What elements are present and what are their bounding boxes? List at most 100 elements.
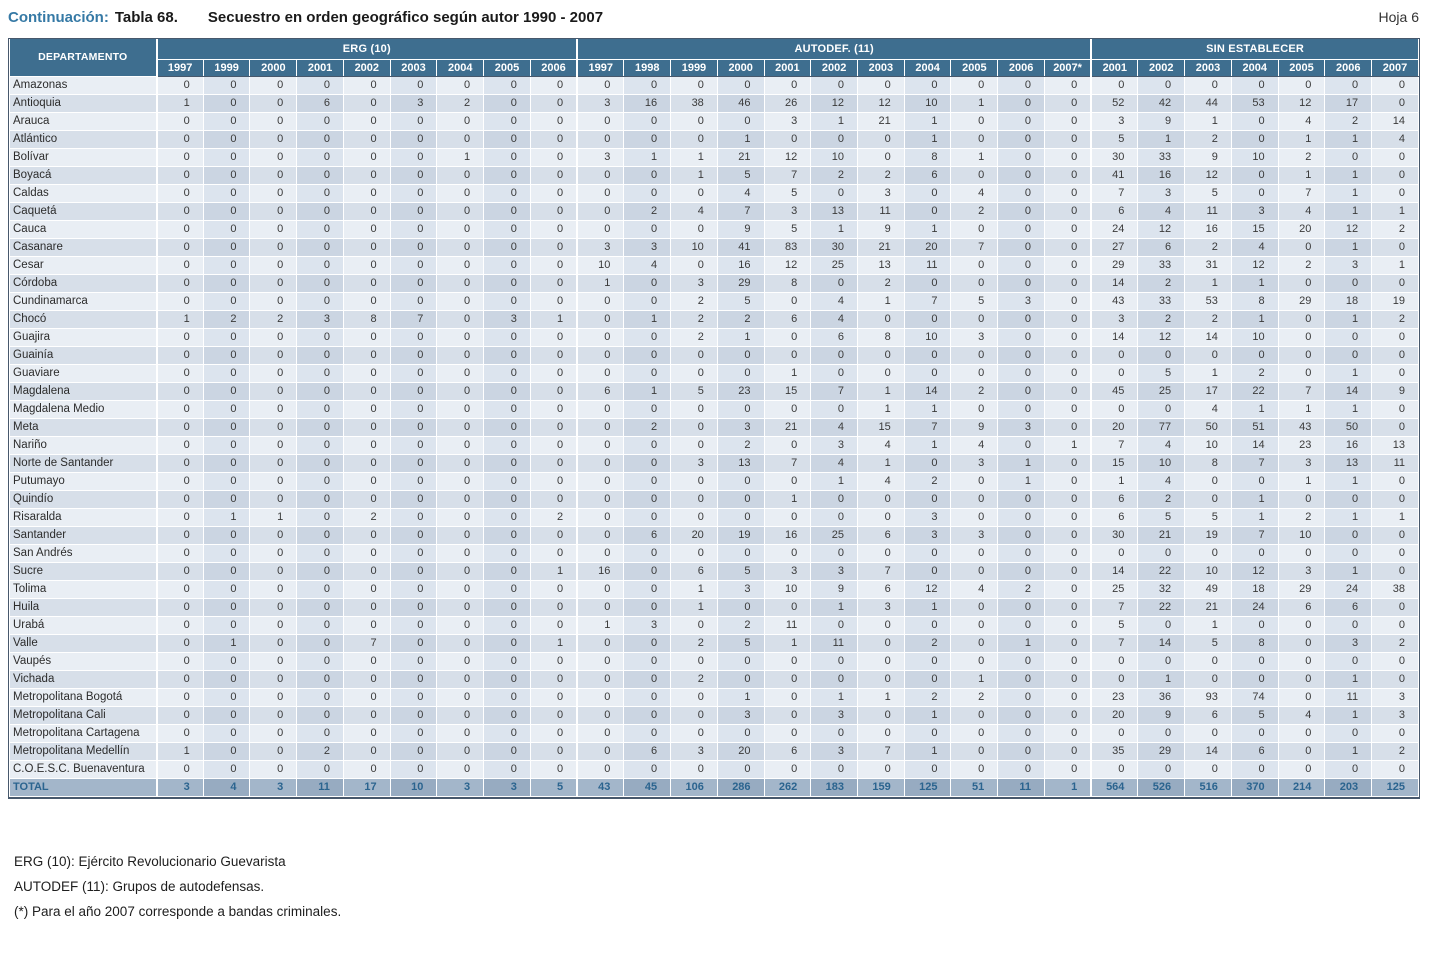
- data-cell: 3: [763, 201, 812, 221]
- data-cell: 0: [1371, 723, 1419, 743]
- data-cell: 1: [576, 273, 625, 293]
- data-cell: 0: [670, 363, 718, 383]
- dept-cell: Antioquia: [9, 93, 157, 113]
- data-cell: 0: [202, 399, 251, 419]
- data-cell: 0: [1090, 399, 1139, 419]
- data-cell: 0: [342, 687, 391, 707]
- year-header: 1999: [670, 59, 718, 77]
- data-cell: 50: [1324, 417, 1373, 437]
- data-cell: 0: [249, 669, 298, 689]
- data-cell: 1: [155, 741, 204, 761]
- data-cell: 0: [1043, 633, 1092, 653]
- data-cell: 0: [296, 111, 344, 131]
- data-cell: 0: [1324, 345, 1373, 365]
- data-cell: 12: [1137, 327, 1186, 347]
- data-cell: 0: [342, 273, 391, 293]
- data-cell: 0: [810, 543, 859, 563]
- data-cell: 1: [716, 687, 765, 707]
- data-cell: 0: [483, 273, 531, 293]
- data-cell: 2: [670, 309, 718, 329]
- data-cell: 0: [1230, 615, 1279, 635]
- data-cell: 0: [576, 507, 625, 527]
- data-cell: 46: [716, 93, 765, 113]
- data-cell: 0: [529, 687, 578, 707]
- data-cell: 0: [296, 669, 344, 689]
- data-cell: 13: [716, 453, 765, 473]
- data-cell: 0: [670, 759, 718, 779]
- data-cell: 0: [670, 111, 718, 131]
- data-cell: 0: [1043, 93, 1092, 113]
- data-cell: 0: [202, 759, 251, 779]
- data-cell: 1: [810, 219, 859, 239]
- data-cell: 0: [1371, 669, 1419, 689]
- data-cell: 0: [483, 111, 531, 131]
- data-cell: 0: [1043, 741, 1092, 761]
- data-cell: 0: [483, 255, 531, 275]
- data-cell: 6: [903, 165, 952, 185]
- data-cell: 0: [716, 651, 765, 671]
- data-cell: 7: [1090, 633, 1139, 653]
- data-cell: 0: [1137, 759, 1186, 779]
- data-cell: 0: [670, 615, 718, 635]
- data-cell: 0: [249, 561, 298, 581]
- data-cell: 11: [763, 615, 812, 635]
- data-cell: 0: [436, 669, 485, 689]
- data-cell: 0: [483, 417, 531, 437]
- data-cell: 18: [1324, 291, 1373, 311]
- dept-cell: Cesar: [9, 255, 157, 275]
- data-cell: 0: [155, 615, 204, 635]
- data-cell: 0: [155, 759, 204, 779]
- data-cell: 4: [1277, 111, 1326, 131]
- data-cell: 2: [436, 93, 485, 113]
- data-cell: 0: [483, 525, 531, 545]
- data-cell: 0: [857, 75, 905, 95]
- data-cell: 53: [1184, 291, 1232, 311]
- year-header: 1999: [202, 59, 251, 77]
- data-cell: 21: [716, 147, 765, 167]
- data-cell: 0: [389, 507, 438, 527]
- data-cell: 21: [763, 417, 812, 437]
- data-cell: 0: [1230, 723, 1279, 743]
- data-cell: 1: [202, 633, 251, 653]
- year-header: 2004: [1230, 59, 1279, 77]
- data-cell: 0: [576, 687, 625, 707]
- data-cell: 0: [1277, 273, 1326, 293]
- data-cell: 2: [529, 507, 578, 527]
- data-cell: 0: [155, 111, 204, 131]
- data-cell: 0: [529, 237, 578, 257]
- data-cell: 0: [202, 741, 251, 761]
- data-cell: 0: [763, 291, 812, 311]
- data-cell: 0: [1371, 759, 1419, 779]
- data-cell: 7: [857, 741, 905, 761]
- data-cell: 0: [529, 597, 578, 617]
- data-cell: 1: [903, 219, 952, 239]
- data-cell: 29: [1277, 579, 1326, 599]
- data-cell: 14: [1090, 327, 1139, 347]
- data-cell: 0: [249, 471, 298, 491]
- data-cell: 0: [389, 219, 438, 239]
- data-cell: 1: [1277, 471, 1326, 491]
- data-cell: 19: [716, 525, 765, 545]
- data-cell: 0: [436, 399, 485, 419]
- data-cell: 0: [576, 453, 625, 473]
- data-cell: 0: [623, 111, 672, 131]
- data-cell: 2: [950, 381, 999, 401]
- data-cell: 42: [1137, 93, 1186, 113]
- data-cell: 1: [1230, 309, 1279, 329]
- data-cell: 0: [202, 255, 251, 275]
- data-cell: 1: [810, 471, 859, 491]
- data-cell: 6: [1137, 237, 1186, 257]
- data-cell: 0: [1230, 183, 1279, 203]
- data-cell: 0: [997, 759, 1045, 779]
- dept-cell: Santander: [9, 525, 157, 545]
- table-row: Meta 0 0 0 0 0 0 0 0 0 0 2 0 3 21 4 15 7 9 3 0 20 77 50 51 43 50 0: [9, 417, 1419, 437]
- data-cell: 0: [623, 219, 672, 239]
- data-cell: 74: [1230, 687, 1279, 707]
- data-cell: 0: [576, 309, 625, 329]
- data-cell: 0: [1090, 345, 1139, 365]
- data-cell: 0: [810, 183, 859, 203]
- data-cell: 0: [155, 165, 204, 185]
- data-cell: 0: [436, 453, 485, 473]
- data-cell: 0: [1043, 381, 1092, 401]
- data-cell: 5: [716, 561, 765, 581]
